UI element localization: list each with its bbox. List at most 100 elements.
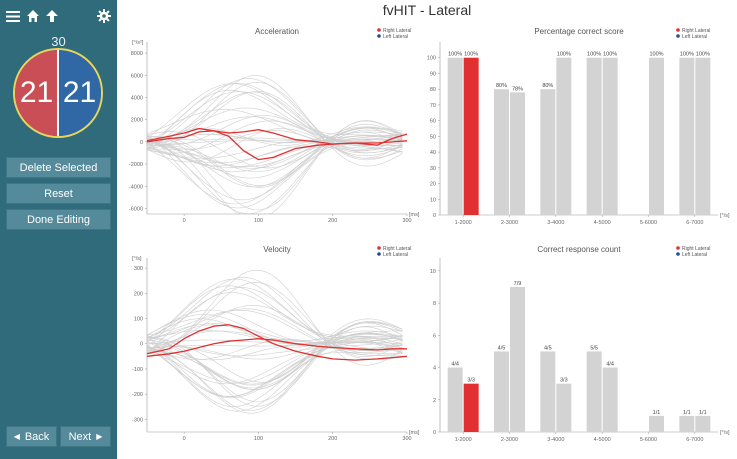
y-tick-label: 2 [433,398,436,404]
bar-4-5000-b [602,57,618,216]
back-button[interactable]: ◀ Back [6,426,57,447]
legend-right-label: Right Lateral [682,28,710,34]
category-label: 3-4000 [547,437,564,443]
right-count: 21 [58,50,101,136]
y-tick-label: -200 [132,392,143,398]
background-trace [146,133,403,159]
background-trace [146,338,403,385]
background-trace [146,127,403,188]
bar-6-7000-a [679,57,695,216]
legend-left-marker [377,34,381,38]
y-tick-label: 60 [430,119,436,125]
mean-trace-1 [146,129,408,145]
bar-value-label: 80% [496,83,507,89]
category-label: 4-5000 [594,220,611,226]
left-count: 21 [15,50,58,136]
bar-value-label: 100% [649,52,663,58]
bar-value-label: 1/1 [653,410,661,416]
reset-button[interactable]: Reset [6,183,111,204]
legend-left-marker [377,252,381,256]
gear-icon[interactable] [97,9,111,23]
y-axis-unit: [°/s] [720,213,730,219]
bar-3-4000-a [540,89,556,215]
menu-icon[interactable] [6,10,20,23]
x-axis-unit: [ms] [409,430,420,436]
legend-right-marker [676,28,680,32]
y-tick-label: 4000 [131,95,143,101]
x-tick-label: 200 [328,218,337,224]
background-trace [146,75,403,167]
background-trace [146,120,403,154]
bar-2-3000-a [494,351,509,432]
bar-value-label: 1/1 [699,410,707,416]
y-tick-label: 6000 [131,73,143,79]
background-trace [146,278,403,353]
category-label: 5-6000 [640,220,657,226]
sidebar: 30 21 21 Delete Selected Reset Done Edit… [0,0,117,459]
y-tick-label: -100 [132,367,143,373]
bar-2-3000-b [510,92,525,215]
mean-trace-2 [146,127,408,161]
background-trace [146,330,403,352]
bar-1-2000-a [447,367,463,432]
background-trace [146,336,403,399]
y-tick-label: 300 [134,266,143,272]
x-tick-label: 0 [183,436,186,442]
delete-selected-button[interactable]: Delete Selected [6,157,111,178]
acceleration-chart: Acceleration [°/s²] [ms] Right LateralLeft … [129,27,420,224]
background-trace [146,127,403,187]
y-tick-label: 8 [433,301,436,307]
y-tick-label: 30 [430,166,436,172]
x-tick-label: 100 [254,436,263,442]
background-trace [146,277,403,360]
bar-value-label: 100% [448,52,462,58]
legend-right-label: Right Lateral [383,246,411,252]
background-trace [146,126,403,150]
background-trace [146,91,403,146]
bar-value-label: 100% [557,52,571,58]
category-label: 5-6000 [640,437,657,443]
background-trace [146,310,403,357]
y-tick-label: 10 [430,269,436,275]
background-trace [146,130,403,154]
background-trace [146,285,403,348]
bar-6-7000-b [695,415,711,432]
legend-right-label: Right Lateral [383,28,411,34]
background-trace [146,134,403,179]
done-editing-button[interactable]: Done Editing [6,209,111,230]
arrow-up-icon[interactable] [45,9,59,23]
y-tick-label: -6000 [129,206,143,212]
sidebar-toolbar [6,6,111,26]
chart-title: Velocity [263,245,291,254]
legend-left-label: Left Lateral [383,252,408,258]
y-tick-label: 20 [430,182,436,188]
background-trace [146,129,403,215]
background-trace [146,120,403,215]
background-trace [146,78,403,154]
next-button[interactable]: Next ▶ [60,426,111,447]
bar-value-label: 4/5 [544,345,552,351]
category-label: 2-3000 [501,437,518,443]
legend-right-marker [377,28,381,32]
y-tick-label: 0 [140,140,143,146]
y-tick-label: 90 [430,71,436,77]
background-trace [146,123,403,188]
background-trace [146,137,403,167]
bar-value-label: 100% [464,52,478,58]
bar-value-label: 3/3 [467,378,475,384]
y-tick-label: 100 [427,56,436,62]
y-tick-label: 4 [433,366,436,372]
background-trace [146,308,403,356]
bar-1-2000-b [463,383,479,432]
bar-1-2000-a [447,57,463,216]
triangle-right-icon: ▶ [96,432,103,441]
bar-4-5000-a [586,57,602,216]
background-trace [146,139,403,173]
bar-value-label: 7/9 [514,281,522,287]
mean-trace-2 [146,338,407,357]
category-label: 6-7000 [686,220,703,226]
home-icon[interactable] [26,9,40,23]
chart-title: Acceleration [255,27,299,36]
x-axis-unit: [ms] [409,212,420,218]
